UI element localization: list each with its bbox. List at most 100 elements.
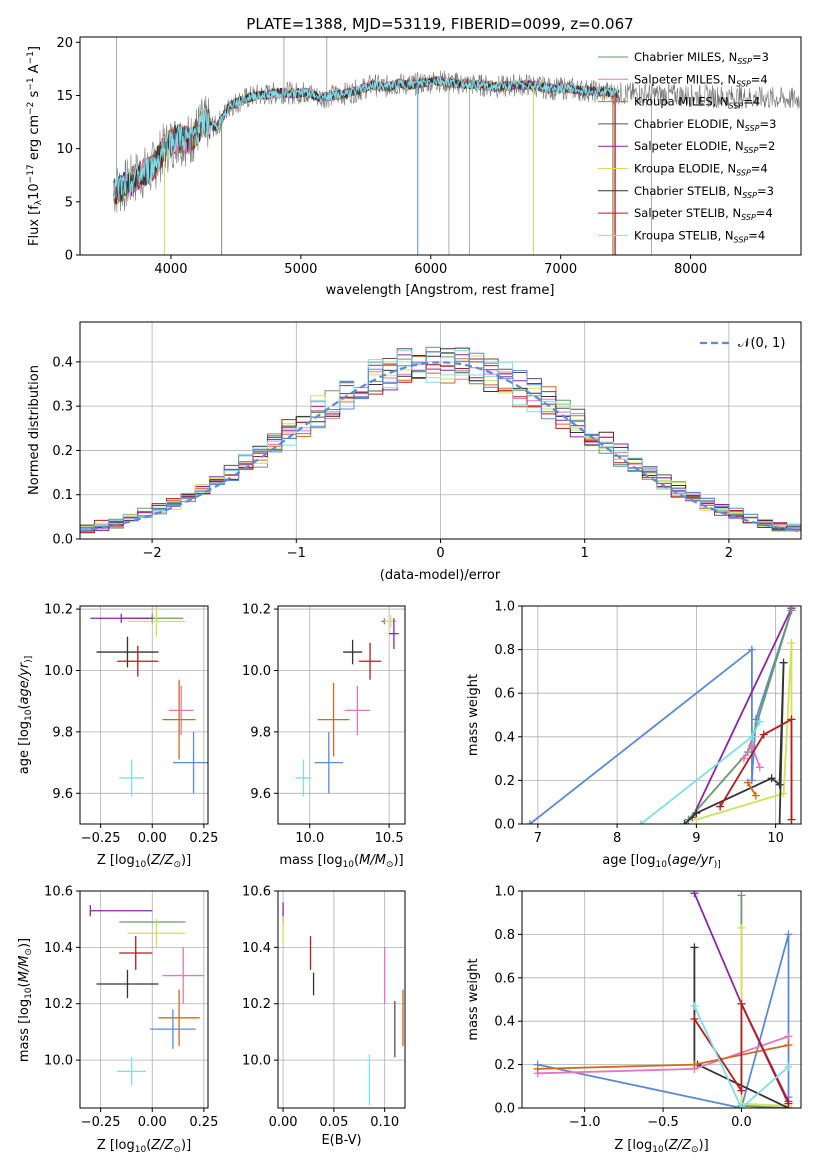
x-tick-label: 1 xyxy=(581,546,589,561)
x-tick-label: 8 xyxy=(613,831,621,846)
y-tick-label: 10.4 xyxy=(242,941,271,956)
y-tick-label: 0.3 xyxy=(52,400,73,415)
mass-weight-line xyxy=(696,643,793,824)
y-axis-label: mass weight xyxy=(466,958,481,1040)
label-part: 10 xyxy=(135,1145,147,1155)
legend-tail: =4 xyxy=(743,95,760,109)
x-axis-label: Z [log10(Z/Z⊙)] xyxy=(614,1138,708,1155)
mass-weight-marker xyxy=(737,1086,746,1095)
x-axis-label: Z [log10(Z/Z⊙)] xyxy=(97,853,191,870)
x-tick-label: 0.0 xyxy=(731,1115,752,1130)
mass-weight-marker xyxy=(759,730,768,739)
plot-area xyxy=(113,37,800,255)
y-tick-label: 0.6 xyxy=(494,687,515,702)
mass-weight-line xyxy=(537,934,790,1108)
mass-weight-marker xyxy=(636,820,645,824)
mass-weight-z-axes: −1.0 −0.5 0.0 0.0 0.2 0.4 0.6 0.8 1.0 xyxy=(494,885,802,1130)
x-axis-label: Z [log10(Z/Z⊙)] xyxy=(97,1138,191,1155)
legend-sub: SSP xyxy=(742,191,757,200)
legend-label: Kroupa MILES, NSSP=4 xyxy=(634,95,760,111)
y-tick-label: 0.0 xyxy=(494,818,515,833)
x-tick-label: 0.00 xyxy=(269,1115,298,1130)
y-tick-label: 10.2 xyxy=(242,997,271,1012)
y-axis-label: Normed distribution xyxy=(27,365,42,495)
y-tick-label: 0.1 xyxy=(52,488,73,503)
y-tick-label: 0.8 xyxy=(494,928,515,943)
label-part: ⊙ xyxy=(173,1145,181,1155)
y-tick-label: 0 xyxy=(65,249,73,264)
mass-weight-marker xyxy=(784,1041,793,1050)
chart-title: PLATE=1388, MJD=53119, FIBERID=0099, z=0… xyxy=(246,15,633,33)
label-part: ( xyxy=(146,853,151,868)
legend-text: Salpeter ELODIE, N xyxy=(634,139,744,153)
label-part: ( xyxy=(354,853,359,868)
y-tick-label: 0.8 xyxy=(494,643,515,658)
y-tick-label: 10.2 xyxy=(44,997,73,1012)
y-tick-label: 10.6 xyxy=(44,885,73,900)
legend-sub: SSP xyxy=(736,79,751,88)
label-part: ⊙ xyxy=(24,948,34,956)
y-tick-label: 10.0 xyxy=(242,1054,271,1069)
x-tick-label: 5000 xyxy=(284,262,317,277)
legend-text: Chabrier MILES, N xyxy=(634,50,737,64)
label-part: λ xyxy=(34,199,44,205)
x-axis-label: age [log10(age/yr)] xyxy=(602,853,720,870)
y-tick-label: 0.0 xyxy=(52,533,73,548)
mass-weight-marker xyxy=(755,717,764,726)
y-axis-label: mass weight xyxy=(466,674,481,756)
x-tick-label: 10.5 xyxy=(375,831,404,846)
y-tick-label: 0.2 xyxy=(52,444,73,459)
mass-weight-marker xyxy=(787,715,796,724)
plot-area xyxy=(90,606,208,797)
y-tick-label: 20 xyxy=(56,36,73,51)
legend-text: Kroupa MILES, N xyxy=(634,95,729,109)
legend-label: Chabrier ELODIE, NSSP=3 xyxy=(634,117,776,133)
mass-weight-marker xyxy=(690,1015,699,1024)
mass-weight-marker xyxy=(690,1060,699,1069)
age-vs-mass-axes: 10.0 10.5 9.6 9.8 10.0 10.2 xyxy=(242,603,406,846)
x-tick-label: 7000 xyxy=(544,262,577,277)
axes-frame xyxy=(277,605,406,825)
mass-weight-marker xyxy=(737,891,746,900)
x-axis-label: E(B-V) xyxy=(321,1133,361,1148)
mass-weight-marker xyxy=(716,802,725,811)
mass-weight-line xyxy=(529,610,793,824)
y-tick-label: 1.0 xyxy=(494,885,515,900)
legend-tail: =3 xyxy=(752,50,769,64)
y-tick-label: 10.4 xyxy=(44,941,73,956)
label-part: 10 xyxy=(652,1145,664,1155)
x-axis-label: (data-model)/error xyxy=(380,568,501,583)
y-tick-label: 10.6 xyxy=(242,885,271,900)
mass-weight-marker xyxy=(751,791,760,800)
age-vs-z-axes: −0.25 0.00 0.25 9.6 9.8 10.0 10.2 xyxy=(44,603,218,846)
mass-vs-ebv-axes: 0.00 0.05 0.10 10.0 10.2 10.4 10.6 xyxy=(242,885,406,1130)
label-part: ( xyxy=(664,1138,669,1153)
mass-weight-marker xyxy=(680,820,689,824)
x-tick-label: 0.00 xyxy=(138,1115,167,1130)
legend-text: Chabrier STELIB, N xyxy=(634,184,742,198)
label-part: Z [log xyxy=(97,1138,135,1153)
legend-sub: SSP xyxy=(741,213,756,222)
label-part: ( xyxy=(667,853,672,868)
label-part: A xyxy=(27,64,42,77)
axes-frame xyxy=(277,890,406,1109)
x-axis-label: mass [log10(M/M⊙)] xyxy=(279,853,403,870)
mass-weight-line xyxy=(693,1003,790,1105)
y-tick-label: 0.4 xyxy=(494,730,515,745)
mass-weight-marker xyxy=(784,1062,793,1071)
legend-tail: =3 xyxy=(760,117,777,131)
legend-sub: SSP xyxy=(745,124,760,133)
mass-weight-marker xyxy=(747,732,756,741)
x-tick-label: −0.25 xyxy=(81,1115,121,1130)
mass-weight-line xyxy=(683,662,785,824)
label-part: ] xyxy=(27,46,42,51)
legend-text: Salpeter MILES, N xyxy=(634,72,736,86)
normal-reference-curve xyxy=(80,361,799,533)
mass-weight-line xyxy=(719,717,793,820)
y-tick-label: 0.2 xyxy=(494,774,515,789)
mass-weight-age-axes: 7 8 9 10 0.0 0.2 0.4 0.6 0.8 1.0 xyxy=(494,600,802,846)
y-axis-label: mass [log10(M/M⊙)] xyxy=(17,938,34,1062)
label-part: age [log xyxy=(602,853,655,868)
label-part: 10 xyxy=(656,860,668,870)
